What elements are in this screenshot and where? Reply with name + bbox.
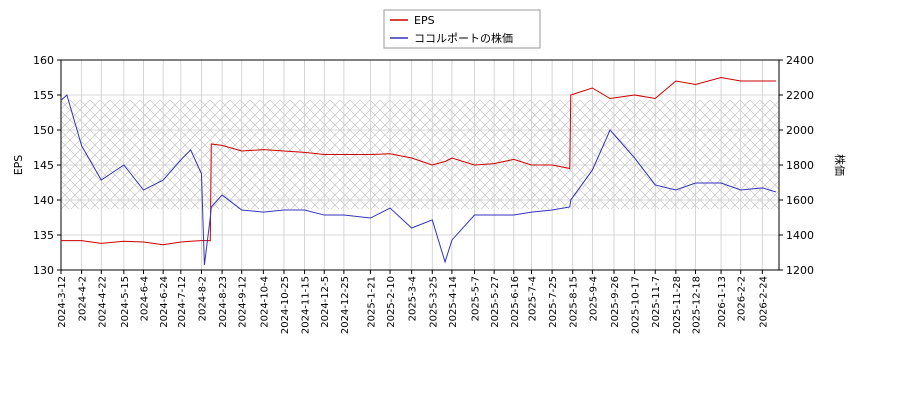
legend-label: EPS bbox=[414, 14, 435, 27]
x-tick-label: 2025-3-4 bbox=[408, 276, 419, 321]
legend-box bbox=[383, 9, 541, 49]
x-tick-label: 2024-7-12 bbox=[177, 276, 188, 328]
x-tick-label: 2024-5-15 bbox=[120, 276, 131, 328]
x-tick-label: 2024-6-24 bbox=[159, 276, 170, 328]
y2-tick-label: 1400 bbox=[786, 229, 814, 242]
x-tick-label: 2024-11-15 bbox=[301, 276, 312, 334]
y-axis-label: EPS bbox=[12, 155, 25, 176]
x-tick-label: 2026-1-13 bbox=[717, 276, 728, 328]
x-tick-label: 2025-5-7 bbox=[471, 276, 482, 321]
x-tick-label: 2025-11-28 bbox=[672, 276, 683, 334]
x-tick-label: 2025-4-14 bbox=[448, 276, 459, 328]
x-tick-label: 2025-5-27 bbox=[490, 276, 501, 328]
y-tick-label: 145 bbox=[33, 159, 54, 172]
x-tick-label: 2024-4-2 bbox=[78, 276, 89, 321]
x-tick-label: 2024-3-12 bbox=[57, 276, 68, 328]
y-tick-label: 135 bbox=[33, 229, 54, 242]
hatch-band bbox=[61, 100, 779, 209]
plot-frame bbox=[60, 59, 780, 271]
y-tick-label: 160 bbox=[33, 54, 54, 67]
x-tick-label: 2024-6-4 bbox=[140, 276, 151, 321]
y2-tick-label: 2000 bbox=[786, 124, 814, 137]
x-tick-label: 2024-12-5 bbox=[320, 276, 331, 328]
y2-tick-label: 2200 bbox=[786, 89, 814, 102]
x-tick-label: 2025-2-10 bbox=[386, 276, 397, 328]
x-tick-label: 2024-12-25 bbox=[340, 276, 351, 334]
x-tick-label: 2024-9-12 bbox=[238, 276, 249, 328]
x-tick-label: 2024-10-4 bbox=[259, 276, 270, 328]
x-tick-label: 2025-11-7 bbox=[651, 276, 662, 328]
x-tick-label: 2025-8-15 bbox=[569, 276, 580, 328]
x-tick-label: 2025-6-16 bbox=[510, 276, 521, 328]
y2-axis-label: 株価 bbox=[833, 154, 847, 176]
y2-tick-label: 2400 bbox=[786, 54, 814, 67]
y-tick-label: 140 bbox=[33, 194, 54, 207]
y2-tick-label: 1200 bbox=[786, 264, 814, 277]
x-tick-label: 2025-12-18 bbox=[692, 276, 703, 334]
x-tick-label: 2026-2-2 bbox=[737, 276, 748, 321]
x-tick-label: 2025-7-4 bbox=[527, 276, 538, 321]
y2-tick-label: 1600 bbox=[786, 194, 814, 207]
x-tick-label: 2025-3-25 bbox=[428, 276, 439, 328]
x-tick-label: 2025-9-26 bbox=[610, 276, 621, 328]
x-tick-label: 2024-10-25 bbox=[280, 276, 291, 334]
x-tick-label: 2026-2-24 bbox=[758, 276, 769, 328]
x-tick-label: 2025-7-25 bbox=[548, 276, 559, 328]
x-tick-label: 2024-8-23 bbox=[218, 276, 229, 328]
x-tick-label: 2025-10-17 bbox=[631, 276, 642, 334]
y-tick-label: 155 bbox=[33, 89, 54, 102]
y-tick-label: 150 bbox=[33, 124, 54, 137]
x-tick-label: 2025-1-21 bbox=[366, 276, 377, 328]
x-tick-label: 2025-9-4 bbox=[588, 276, 599, 321]
legend-label: ココルポートの株価 bbox=[414, 31, 513, 45]
series-line bbox=[60, 94, 777, 265]
series-line bbox=[61, 76, 777, 246]
x-tick-label: 2024-4-22 bbox=[97, 276, 108, 328]
x-tick-label: 2024-8-2 bbox=[197, 276, 208, 321]
y2-tick-label: 1800 bbox=[786, 159, 814, 172]
y-tick-label: 130 bbox=[33, 264, 54, 277]
